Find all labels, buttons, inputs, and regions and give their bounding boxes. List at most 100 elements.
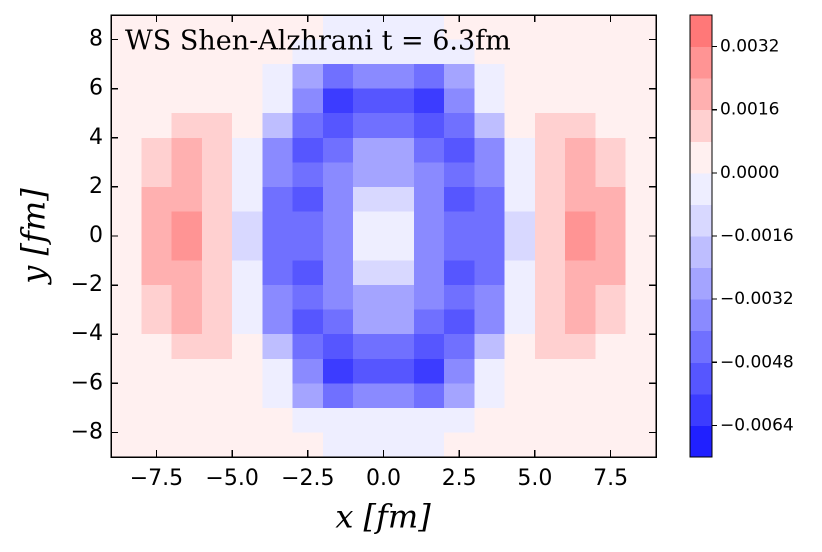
cell xyxy=(232,309,263,335)
cell xyxy=(201,137,233,163)
cell xyxy=(474,334,506,360)
cell xyxy=(141,334,173,360)
cell xyxy=(171,358,203,384)
cell xyxy=(141,407,173,434)
cell xyxy=(474,407,506,434)
cell xyxy=(171,285,203,311)
cell xyxy=(292,186,324,213)
cell xyxy=(444,39,475,65)
cell xyxy=(565,285,597,311)
cell xyxy=(565,407,597,434)
cell xyxy=(141,113,173,139)
cell xyxy=(625,15,657,41)
cell xyxy=(232,407,263,434)
cell xyxy=(474,383,506,409)
cell xyxy=(292,211,324,237)
cell xyxy=(595,334,627,360)
cell xyxy=(504,137,536,163)
chart-title: WS Shen-Alzhrani t = 6.3fm xyxy=(125,26,511,57)
cell xyxy=(232,113,263,139)
cell xyxy=(413,285,445,311)
cell xyxy=(444,260,475,286)
colorbar-tick-label: −0.0048 xyxy=(720,352,794,372)
cell xyxy=(474,432,506,458)
cell xyxy=(413,88,445,114)
x-tick-label: 0.0 xyxy=(366,466,401,491)
cell xyxy=(322,432,354,458)
cell xyxy=(504,64,536,90)
cell xyxy=(383,309,415,335)
cell xyxy=(353,113,385,139)
cell xyxy=(232,211,263,237)
cell xyxy=(595,162,627,188)
cell xyxy=(353,383,385,409)
x-tick-label: 5.0 xyxy=(517,466,552,491)
cell xyxy=(534,64,566,90)
cell xyxy=(565,186,597,213)
cell xyxy=(383,236,415,262)
cell xyxy=(201,334,233,360)
cell xyxy=(504,285,536,311)
cell xyxy=(262,64,294,90)
colorbar-band xyxy=(690,204,712,237)
cell xyxy=(565,39,597,65)
cell xyxy=(534,432,566,458)
cell xyxy=(171,162,203,188)
cell xyxy=(353,432,385,458)
cell xyxy=(565,137,597,163)
cell xyxy=(141,260,173,286)
cell xyxy=(292,285,324,311)
cell xyxy=(413,432,445,458)
cell xyxy=(262,211,294,237)
cell xyxy=(232,88,263,114)
cell xyxy=(262,113,294,139)
cell xyxy=(111,64,142,90)
cell xyxy=(444,358,475,384)
y-tick-label: 0 xyxy=(89,223,103,248)
cell xyxy=(625,113,657,139)
cell xyxy=(383,162,415,188)
cell xyxy=(262,309,294,335)
cell xyxy=(474,88,506,114)
cell xyxy=(413,64,445,90)
cell xyxy=(625,137,657,163)
cell xyxy=(595,383,627,409)
cell xyxy=(444,162,475,188)
cell xyxy=(534,236,566,262)
x-tick-label: −5.0 xyxy=(205,466,258,491)
cell xyxy=(322,137,354,163)
cell xyxy=(534,358,566,384)
cell xyxy=(232,260,263,286)
cell xyxy=(625,88,657,114)
cell xyxy=(413,113,445,139)
cell xyxy=(353,162,385,188)
cell xyxy=(141,186,173,213)
cell xyxy=(322,186,354,213)
cell xyxy=(383,88,415,114)
cell xyxy=(595,113,627,139)
cell xyxy=(504,432,536,458)
cell xyxy=(201,309,233,335)
cell xyxy=(262,260,294,286)
colorbar-band xyxy=(690,172,712,205)
cell xyxy=(353,334,385,360)
cell xyxy=(444,137,475,163)
cell xyxy=(444,186,475,213)
cell xyxy=(383,285,415,311)
cell xyxy=(171,383,203,409)
cell xyxy=(201,260,233,286)
cell xyxy=(322,309,354,335)
cell xyxy=(474,186,506,213)
cell xyxy=(595,285,627,311)
cell xyxy=(292,334,324,360)
cell xyxy=(111,211,142,237)
cell xyxy=(232,162,263,188)
cell xyxy=(171,211,203,237)
y-tick-label: 2 xyxy=(89,174,103,199)
cell xyxy=(322,88,354,114)
cell xyxy=(534,309,566,335)
cell xyxy=(565,113,597,139)
cell xyxy=(625,186,657,213)
cell xyxy=(292,113,324,139)
cell xyxy=(111,39,142,65)
